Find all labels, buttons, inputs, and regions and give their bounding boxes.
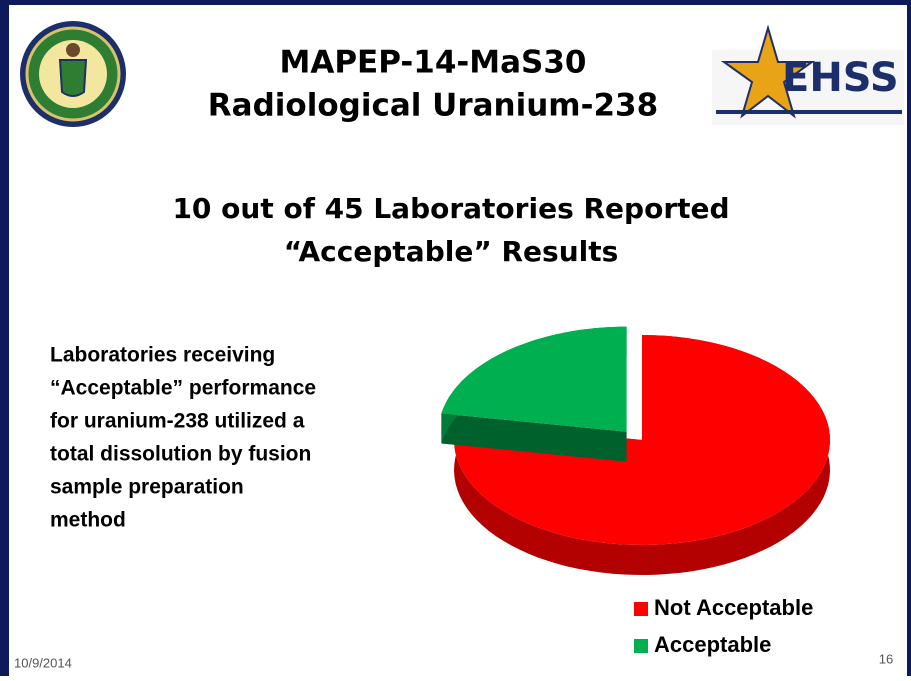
body-line: “Acceptable” performance (50, 377, 316, 400)
legend-swatch (634, 639, 648, 653)
logo-text: EHSS (782, 55, 899, 101)
title-line: Radiological Uranium-238 (208, 88, 658, 124)
body-line: total dissolution by fusion (50, 443, 311, 466)
title-line: MAPEP-14-MaS30 (279, 45, 586, 81)
right-border (907, 0, 911, 676)
body-line: Laboratories receiving (50, 344, 275, 367)
ehss-logo: EHSS (712, 24, 904, 125)
doe-seal (20, 21, 126, 127)
top-border (0, 0, 911, 5)
body-line: sample preparation (50, 476, 244, 499)
left-border (0, 0, 9, 676)
legend-swatch (634, 602, 648, 616)
subtitle-line: “Acceptable” Results (284, 235, 619, 268)
pie-wall (441, 413, 627, 462)
pie-slice (441, 326, 627, 462)
body-line: for uranium-238 utilized a (50, 410, 305, 433)
legend-label: Not Acceptable (654, 595, 813, 620)
subtitle-line: 10 out of 45 Laboratories Reported (172, 192, 729, 225)
footer-date: 10/9/2014 (14, 655, 72, 670)
legend: Not Acceptable Acceptable (634, 595, 813, 657)
pie-top (454, 335, 830, 545)
pie-chart (441, 326, 830, 575)
page-number: 16 (879, 651, 893, 666)
legend-label: Acceptable (654, 632, 771, 657)
body-line: method (50, 509, 126, 532)
pie-top (441, 326, 627, 432)
body-text: Laboratories receiving “Acceptable” perfo… (50, 344, 316, 532)
